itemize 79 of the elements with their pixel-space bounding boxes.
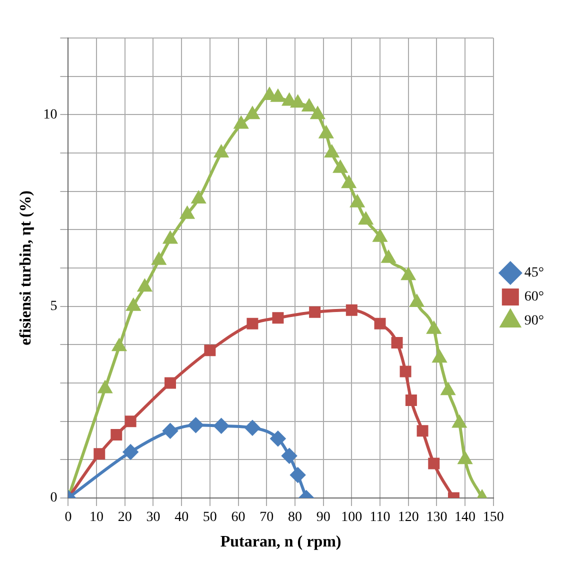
x-tick-label: 130 <box>426 510 448 526</box>
point <box>180 206 194 219</box>
point <box>110 429 122 440</box>
x-tick-label: 90 <box>316 510 330 526</box>
point <box>282 94 296 106</box>
x-tick-label: 140 <box>454 510 476 526</box>
point <box>405 394 417 406</box>
point <box>350 195 364 208</box>
y-axis-title: efisiensi turbin, ηt (%) <box>18 190 35 346</box>
point <box>164 377 176 389</box>
point <box>272 312 284 324</box>
point <box>244 420 260 436</box>
point <box>271 90 285 102</box>
x-axis-title: Putaran, n ( rpm) <box>220 534 342 551</box>
x-tick-label: 70 <box>260 510 274 526</box>
point <box>416 425 428 437</box>
x-tick-label: 10 <box>90 510 104 526</box>
point <box>432 350 446 363</box>
point <box>94 448 106 460</box>
point <box>262 88 276 100</box>
point <box>400 366 412 378</box>
point <box>234 116 248 129</box>
point <box>359 212 373 225</box>
point <box>427 322 441 334</box>
x-tick-label: 150 <box>482 510 504 526</box>
point <box>188 418 204 433</box>
point <box>246 318 258 330</box>
legend-label: 45° <box>524 266 544 281</box>
point <box>138 280 152 292</box>
x-tick-label: 110 <box>370 510 390 526</box>
point <box>98 381 112 394</box>
point <box>214 418 229 434</box>
point <box>325 146 339 158</box>
point <box>374 318 386 330</box>
point <box>290 468 306 482</box>
point <box>246 107 260 120</box>
point <box>126 298 140 311</box>
point <box>291 96 305 108</box>
x-tick-label: 80 <box>288 510 302 526</box>
point <box>164 232 177 244</box>
legend-label: 60° <box>524 290 544 305</box>
point <box>334 160 348 173</box>
point <box>310 107 324 120</box>
point <box>373 230 387 242</box>
point <box>346 304 358 316</box>
point <box>458 452 472 464</box>
point <box>124 416 136 428</box>
point <box>204 344 216 356</box>
x-tick-label: 50 <box>202 510 217 526</box>
x-tick-label: 0 <box>64 510 72 526</box>
point <box>270 431 286 446</box>
point <box>382 250 396 263</box>
point <box>452 416 466 428</box>
point <box>152 252 166 265</box>
x-tick-label: 30 <box>146 510 160 526</box>
point <box>214 146 228 158</box>
x-tick-label: 120 <box>398 510 419 526</box>
point <box>410 295 424 307</box>
point <box>391 337 403 348</box>
x-tick-label: 40 <box>174 510 189 526</box>
x-tick-label: 20 <box>118 510 132 526</box>
x-tick-label: 100 <box>341 510 362 526</box>
point <box>123 444 138 460</box>
x-tick-label: 60 <box>231 510 246 526</box>
legend-label: 90° <box>524 314 544 329</box>
point <box>192 192 206 204</box>
point <box>302 100 316 112</box>
point <box>342 176 356 188</box>
y-tick-label: 10 <box>43 107 58 122</box>
y-tick-label: 5 <box>50 299 58 314</box>
point <box>428 458 440 470</box>
point <box>309 306 321 318</box>
point <box>441 383 455 396</box>
point <box>162 423 178 438</box>
point <box>282 448 297 464</box>
point <box>319 126 333 138</box>
point <box>112 339 126 352</box>
point <box>402 268 416 280</box>
y-tick-label: 0 <box>50 490 58 506</box>
